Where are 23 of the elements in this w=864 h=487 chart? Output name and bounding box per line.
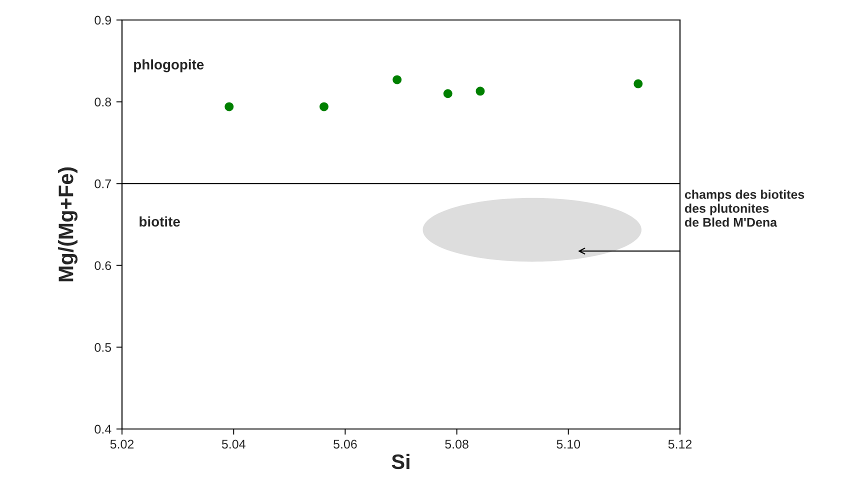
y-axis-title: Mg/(Mg+Fe) bbox=[58, 167, 78, 282]
x-tick-label: 5.04 bbox=[222, 440, 246, 449]
text: champs des biotites des plutonites de Bled M'Dena bbox=[684, 190, 804, 227]
y-tick-label: 0.4 bbox=[94, 424, 112, 434]
x-tick-label: 5.06 bbox=[334, 440, 357, 449]
y-tick-label: 0.5 bbox=[94, 343, 112, 352]
x-tick-label: 5.10 bbox=[556, 440, 580, 449]
y-tick-label: 0.7 bbox=[94, 179, 111, 188]
point bbox=[634, 79, 643, 88]
point bbox=[319, 102, 328, 112]
point bbox=[443, 89, 452, 98]
y-tick-label: 0.8 bbox=[94, 98, 112, 106]
point bbox=[476, 86, 485, 96]
annotation: phlogopite bbox=[134, 59, 204, 72]
point bbox=[392, 75, 402, 84]
y-tick-label: 0.6 bbox=[94, 261, 112, 270]
annotation: biotite bbox=[140, 216, 180, 227]
x-tick-label: 5.08 bbox=[445, 440, 468, 449]
point bbox=[224, 102, 234, 112]
x-axis-title: Si bbox=[392, 454, 410, 470]
y-tick-label: 0.9 bbox=[94, 16, 111, 25]
x-tick-label: 5.12 bbox=[668, 440, 692, 449]
x-tick-label: 5.02 bbox=[110, 440, 134, 449]
